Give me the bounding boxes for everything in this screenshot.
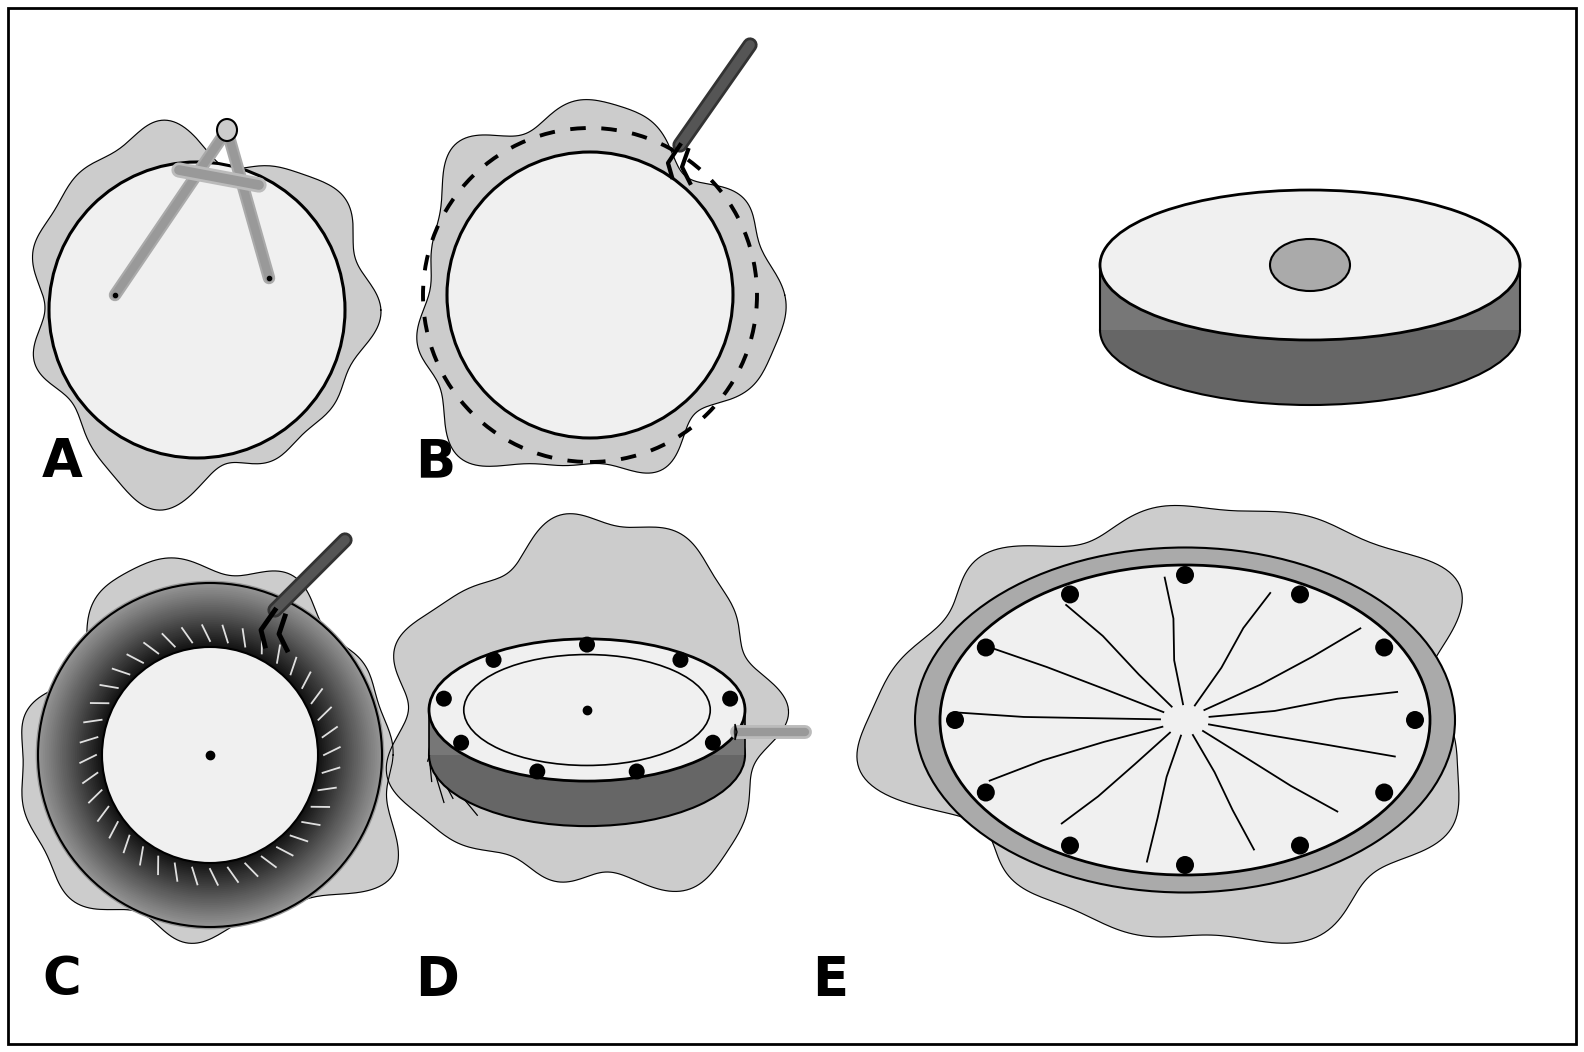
Polygon shape — [1099, 265, 1521, 330]
Circle shape — [1375, 784, 1394, 802]
Circle shape — [1175, 566, 1194, 584]
Circle shape — [673, 652, 689, 668]
Text: A: A — [43, 436, 82, 488]
Circle shape — [101, 647, 318, 863]
Circle shape — [1175, 856, 1194, 874]
Circle shape — [977, 784, 995, 802]
Circle shape — [486, 652, 502, 668]
Circle shape — [580, 636, 596, 652]
Ellipse shape — [429, 639, 744, 781]
Circle shape — [946, 711, 965, 729]
Circle shape — [1407, 711, 1424, 729]
Circle shape — [629, 764, 645, 780]
Ellipse shape — [1099, 190, 1521, 340]
Ellipse shape — [1270, 239, 1350, 291]
Circle shape — [1061, 585, 1079, 604]
Polygon shape — [22, 558, 399, 944]
Circle shape — [705, 734, 721, 751]
Ellipse shape — [429, 684, 744, 826]
Ellipse shape — [217, 119, 238, 141]
Circle shape — [722, 691, 738, 707]
Ellipse shape — [1099, 255, 1521, 405]
Circle shape — [447, 151, 733, 438]
Circle shape — [453, 734, 469, 751]
Text: E: E — [813, 954, 847, 1006]
Circle shape — [436, 691, 451, 707]
Text: B: B — [415, 436, 455, 488]
Polygon shape — [386, 513, 789, 891]
Text: C: C — [43, 954, 81, 1006]
Ellipse shape — [939, 565, 1430, 875]
Circle shape — [1291, 585, 1308, 604]
Polygon shape — [33, 120, 380, 510]
Text: D: D — [415, 954, 459, 1006]
Circle shape — [49, 162, 345, 458]
Polygon shape — [429, 710, 744, 755]
Circle shape — [529, 764, 545, 780]
Polygon shape — [857, 506, 1462, 944]
Circle shape — [1375, 639, 1394, 656]
Polygon shape — [735, 724, 737, 740]
Polygon shape — [417, 100, 786, 473]
Circle shape — [1061, 836, 1079, 854]
Circle shape — [1291, 836, 1308, 854]
Ellipse shape — [916, 547, 1456, 892]
Circle shape — [977, 639, 995, 656]
